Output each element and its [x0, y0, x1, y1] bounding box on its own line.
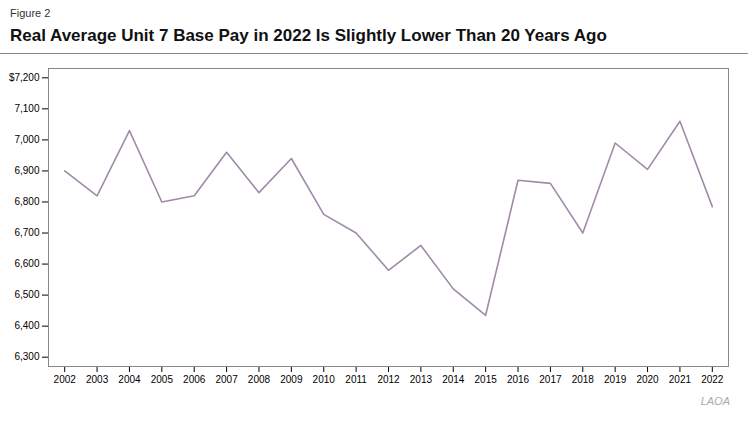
svg-text:2003: 2003	[86, 374, 109, 385]
svg-text:2015: 2015	[475, 374, 498, 385]
svg-text:2005: 2005	[151, 374, 174, 385]
svg-text:2021: 2021	[669, 374, 692, 385]
svg-text:2019: 2019	[604, 374, 627, 385]
svg-text:7,100: 7,100	[14, 103, 39, 114]
svg-text:2012: 2012	[377, 374, 400, 385]
svg-text:6,900: 6,900	[14, 165, 39, 176]
svg-text:2011: 2011	[345, 374, 367, 385]
svg-text:7,000: 7,000	[14, 134, 39, 145]
svg-text:2022: 2022	[701, 374, 724, 385]
svg-text:$7,200: $7,200	[9, 72, 40, 83]
svg-text:2002: 2002	[54, 374, 77, 385]
svg-text:2004: 2004	[118, 374, 141, 385]
svg-text:6,300: 6,300	[14, 351, 39, 362]
svg-text:2006: 2006	[183, 374, 206, 385]
svg-text:6,600: 6,600	[14, 258, 39, 269]
html-text:Figure 2: Figure 2	[10, 7, 51, 19]
svg-text:2013: 2013	[410, 374, 433, 385]
svg-text:2014: 2014	[442, 374, 465, 385]
svg-text:2008: 2008	[248, 374, 271, 385]
svg-text:2010: 2010	[313, 374, 336, 385]
svg-text:2020: 2020	[636, 374, 659, 385]
svg-text:6,500: 6,500	[14, 289, 39, 300]
svg-text:2016: 2016	[507, 374, 530, 385]
svg-text:2018: 2018	[572, 374, 595, 385]
svg-text:6,700: 6,700	[14, 227, 39, 238]
svg-text:2009: 2009	[280, 374, 303, 385]
svg-text:2007: 2007	[215, 374, 238, 385]
svg-text:6,400: 6,400	[14, 320, 39, 331]
svg-text:2017: 2017	[539, 374, 562, 385]
svg-text:6,800: 6,800	[14, 196, 39, 207]
html-text:Real Average Unit 7 Base Pay i: Real Average Unit 7 Base Pay in 2022 Is …	[10, 26, 607, 45]
html-text:LAOA: LAOA	[700, 395, 730, 407]
